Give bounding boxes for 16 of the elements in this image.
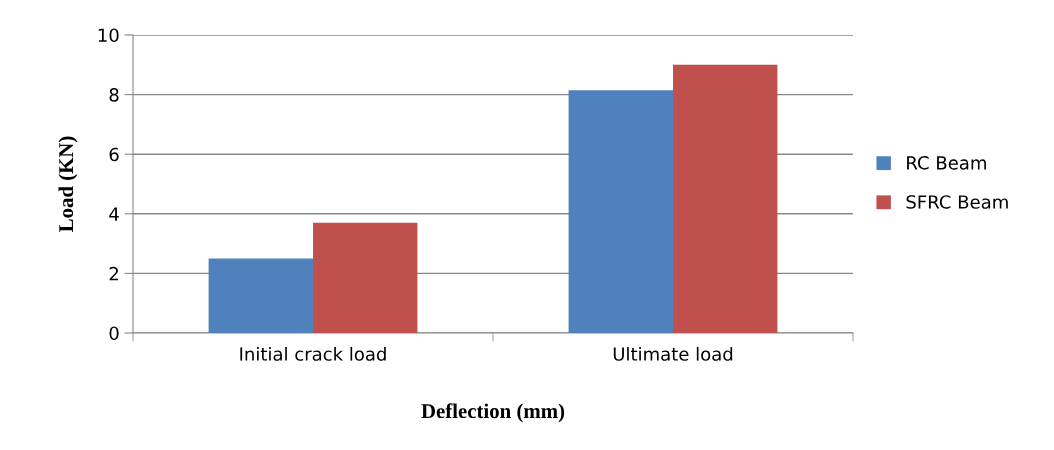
x-tick-label: Initial crack load — [240, 346, 386, 361]
y-tick-label: 10 — [98, 28, 119, 43]
y-tick-label: 6 — [109, 147, 119, 162]
y-tick-label: 2 — [109, 266, 118, 281]
legend-label: RC Beam — [907, 156, 986, 170]
y-tick-label: 4 — [109, 207, 119, 221]
y-axis-title: Load (KN) — [58, 136, 78, 232]
bar — [208, 258, 313, 333]
bar — [313, 222, 418, 333]
y-tick-label: 0 — [109, 326, 119, 341]
legend-label: SFRC Beam — [906, 195, 1008, 209]
y-tick-label: 8 — [109, 88, 119, 102]
x-axis-title: Deflection (mm) — [421, 403, 565, 423]
bar — [673, 64, 778, 333]
bar — [568, 90, 673, 333]
x-tick-label: Ultimate load — [613, 346, 733, 361]
